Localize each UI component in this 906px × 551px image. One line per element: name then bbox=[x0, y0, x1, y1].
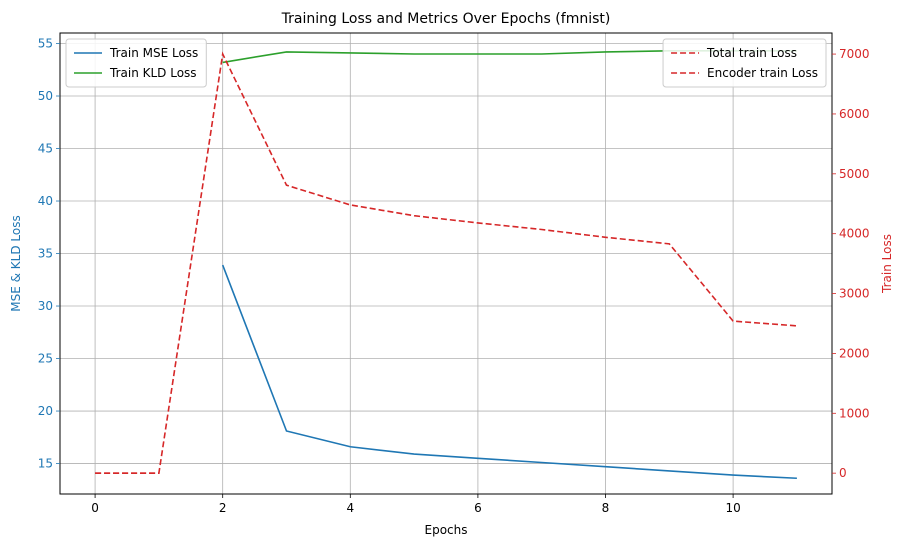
right-y-tick-label: 4000 bbox=[839, 227, 870, 241]
x-axis-label: Epochs bbox=[425, 523, 468, 537]
series-line-total-train-loss bbox=[95, 51, 797, 474]
left-y-tick-label: 35 bbox=[38, 247, 53, 261]
right-y-tick-label: 7000 bbox=[839, 47, 870, 61]
legend-label: Train KLD Loss bbox=[109, 66, 197, 80]
legend-label: Encoder train Loss bbox=[707, 66, 818, 80]
x-tick-label: 4 bbox=[346, 501, 354, 515]
legend-box bbox=[662, 38, 827, 88]
left-y-tick-label: 30 bbox=[38, 299, 53, 313]
x-tick-label: 0 bbox=[91, 501, 99, 515]
left-y-tick-label: 15 bbox=[38, 457, 53, 471]
left-y-tick-label: 40 bbox=[38, 194, 53, 208]
axes: 0 2 4 6 8 10 15 20 25 30 35 40 45 50 55 0 1000 2000 3000 40… bbox=[38, 37, 870, 515]
left-y-tick-label: 50 bbox=[38, 89, 53, 103]
right-y-tick-label: 6000 bbox=[839, 107, 870, 121]
legend-box bbox=[65, 38, 207, 88]
series-line-train-mse-loss bbox=[221, 264, 797, 480]
x-tick-label: 10 bbox=[725, 501, 740, 515]
left-y-tick-label: 25 bbox=[38, 352, 53, 366]
right-y-tick-label: 5000 bbox=[839, 167, 870, 181]
left-y-tick-label: 20 bbox=[38, 404, 53, 418]
right-y-tick-label: 1000 bbox=[839, 406, 870, 420]
chart-title: Training Loss and Metrics Over Epochs (f… bbox=[281, 11, 611, 27]
right-y-tick-label: 2000 bbox=[839, 346, 870, 360]
left-y-axis-label: MSE & KLD Loss bbox=[9, 215, 23, 311]
x-tick-label: 6 bbox=[474, 501, 482, 515]
right-y-tick-label: 0 bbox=[839, 466, 847, 480]
right-y-tick-label: 3000 bbox=[839, 287, 870, 301]
grid-lines bbox=[60, 33, 832, 494]
legend-label: Total train Loss bbox=[706, 46, 797, 60]
legend-label: Train MSE Loss bbox=[109, 46, 198, 60]
left-y-tick-label: 45 bbox=[38, 142, 53, 156]
series-lines bbox=[95, 50, 797, 480]
x-tick-label: 8 bbox=[602, 501, 610, 515]
plot-frame bbox=[59, 32, 833, 495]
left-y-tick-label: 55 bbox=[38, 37, 53, 51]
legend-right: Total train Loss Encoder train Loss bbox=[662, 38, 827, 88]
legend-left: Train MSE Loss Train KLD Loss bbox=[65, 38, 207, 88]
right-y-axis-label: Train Loss bbox=[880, 234, 894, 294]
x-tick-label: 2 bbox=[219, 501, 227, 515]
